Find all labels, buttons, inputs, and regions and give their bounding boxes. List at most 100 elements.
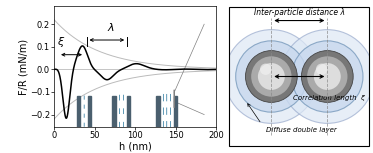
- Point: [146, 65, 152, 68]
- Point: [109, 61, 115, 63]
- Bar: [88, 97, 91, 127]
- Point: [109, 60, 115, 62]
- Point: [154, 69, 160, 71]
- Point: [172, 69, 178, 72]
- Point: [72, 62, 78, 64]
- Point: [114, 64, 120, 67]
- Point: [116, 66, 122, 69]
- Point: [137, 66, 143, 69]
- Point: [89, 78, 95, 80]
- Point: [84, 76, 90, 79]
- Point: [138, 71, 144, 74]
- Point: [145, 63, 151, 66]
- Point: [129, 79, 135, 82]
- Point: [150, 64, 156, 66]
- Point: [53, 32, 59, 35]
- Point: [148, 64, 154, 67]
- Point: [140, 65, 145, 68]
- Point: [159, 69, 165, 72]
- Point: [190, 69, 196, 72]
- Point: [101, 66, 107, 68]
- Point: [129, 72, 135, 75]
- Point: [128, 71, 134, 74]
- Point: [57, 45, 63, 48]
- Point: [83, 76, 89, 78]
- Point: [104, 64, 110, 67]
- Point: [54, 43, 60, 45]
- Point: [70, 56, 76, 58]
- Point: [190, 71, 196, 73]
- Point: [157, 68, 163, 71]
- Point: [182, 70, 188, 73]
- Point: [55, 41, 61, 44]
- Point: [123, 73, 129, 76]
- Point: [110, 62, 116, 64]
- Point: [51, 32, 57, 34]
- Point: [54, 38, 60, 41]
- Point: [87, 75, 93, 78]
- Point: [150, 64, 156, 66]
- Point: [163, 69, 169, 72]
- Point: [192, 64, 198, 66]
- Point: [126, 74, 132, 76]
- Point: [172, 69, 178, 72]
- Point: [165, 69, 171, 72]
- Point: [164, 72, 170, 74]
- Point: [125, 68, 131, 70]
- Point: [65, 49, 71, 51]
- Point: [52, 33, 58, 35]
- Point: [162, 69, 168, 72]
- Point: [181, 69, 187, 72]
- Point: [111, 65, 117, 68]
- Point: [52, 34, 58, 37]
- Point: [189, 66, 195, 68]
- Point: [195, 66, 201, 69]
- Point: [54, 43, 60, 45]
- Point: [156, 66, 162, 68]
- Point: [52, 33, 58, 35]
- Text: $\xi$: $\xi$: [57, 35, 66, 49]
- Point: [194, 68, 200, 71]
- Point: [77, 72, 83, 75]
- Point: [183, 64, 189, 67]
- Point: [132, 70, 138, 73]
- Point: [81, 75, 87, 77]
- Point: [148, 66, 154, 68]
- Point: [53, 39, 59, 41]
- Point: [185, 64, 191, 66]
- Point: [93, 72, 98, 75]
- Point: [145, 67, 151, 69]
- Point: [92, 75, 98, 77]
- Point: [147, 67, 153, 69]
- Point: [54, 41, 60, 44]
- Point: [152, 66, 158, 68]
- Circle shape: [251, 56, 292, 97]
- Point: [185, 67, 191, 69]
- Point: [140, 68, 146, 70]
- Point: [103, 62, 109, 64]
- Point: [196, 66, 202, 69]
- Point: [63, 50, 69, 52]
- Point: [94, 70, 100, 72]
- Point: [52, 38, 58, 40]
- Point: [88, 79, 94, 81]
- Point: [184, 64, 190, 66]
- Point: [169, 66, 175, 69]
- Point: [54, 43, 60, 45]
- Point: [187, 65, 193, 68]
- Point: [53, 38, 59, 40]
- Point: [73, 58, 79, 60]
- Point: [86, 79, 92, 81]
- Point: [57, 45, 63, 47]
- Point: [52, 29, 58, 31]
- Point: [78, 73, 84, 75]
- Point: [120, 69, 126, 71]
- Point: [92, 74, 98, 77]
- Point: [85, 77, 91, 79]
- Point: [188, 69, 194, 72]
- Point: [136, 69, 142, 72]
- Point: [135, 70, 141, 73]
- Point: [56, 44, 62, 47]
- Point: [120, 72, 126, 74]
- Point: [151, 67, 157, 69]
